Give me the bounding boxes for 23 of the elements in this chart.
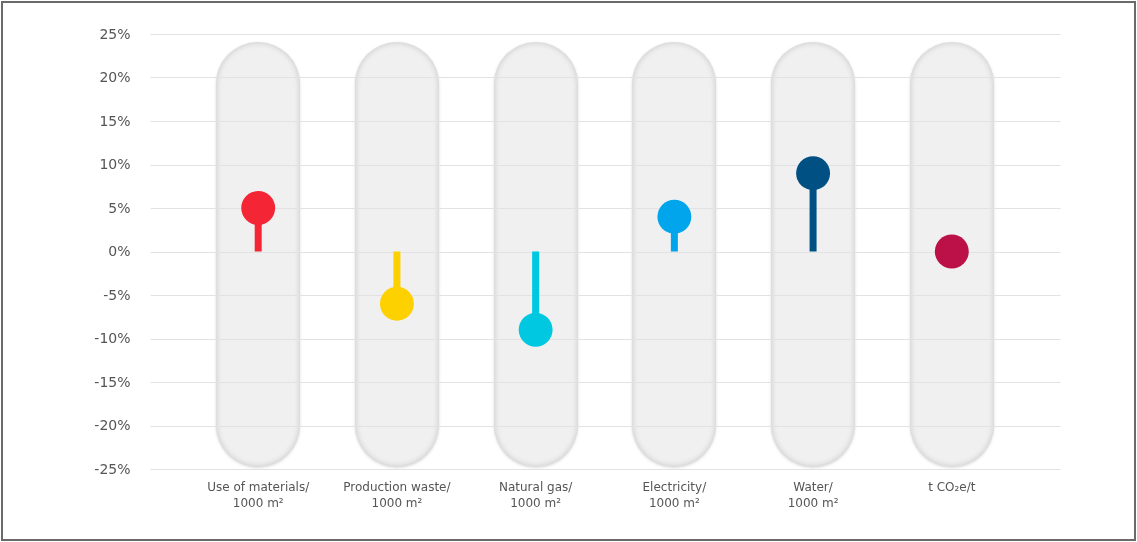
y-tick-label: 0% <box>108 243 131 259</box>
x-tick-label: Production waste/ 1000 m² <box>343 479 452 510</box>
y-tick-label: 5% <box>108 199 131 216</box>
y-tick-label: 20% <box>99 69 131 85</box>
point <box>796 156 831 191</box>
y-tick-label: -5% <box>103 286 131 303</box>
point <box>518 312 553 347</box>
x-tick-label: Electricity/ 1000 m² <box>642 479 708 510</box>
y-tick-label: -10% <box>94 330 131 346</box>
point <box>934 234 969 269</box>
x-tick-label: Water/ 1000 m² <box>787 479 839 510</box>
x-tick-label: t CO₂e/t <box>928 479 976 494</box>
point <box>241 191 276 225</box>
x-tick-label: Natural gas/ 1000 m² <box>498 479 574 510</box>
y-tick-label: 10% <box>99 156 131 172</box>
point <box>379 286 414 321</box>
y-tick-label: -25% <box>94 460 131 477</box>
y-tick-label: 15% <box>99 112 131 129</box>
y-tick-label: 25% <box>99 25 131 42</box>
y-tick-label: -15% <box>94 373 131 390</box>
point <box>657 199 692 234</box>
x-tick-label: Use of materials/ 1000 m² <box>207 479 311 510</box>
y-tick-label: -20% <box>94 417 131 433</box>
